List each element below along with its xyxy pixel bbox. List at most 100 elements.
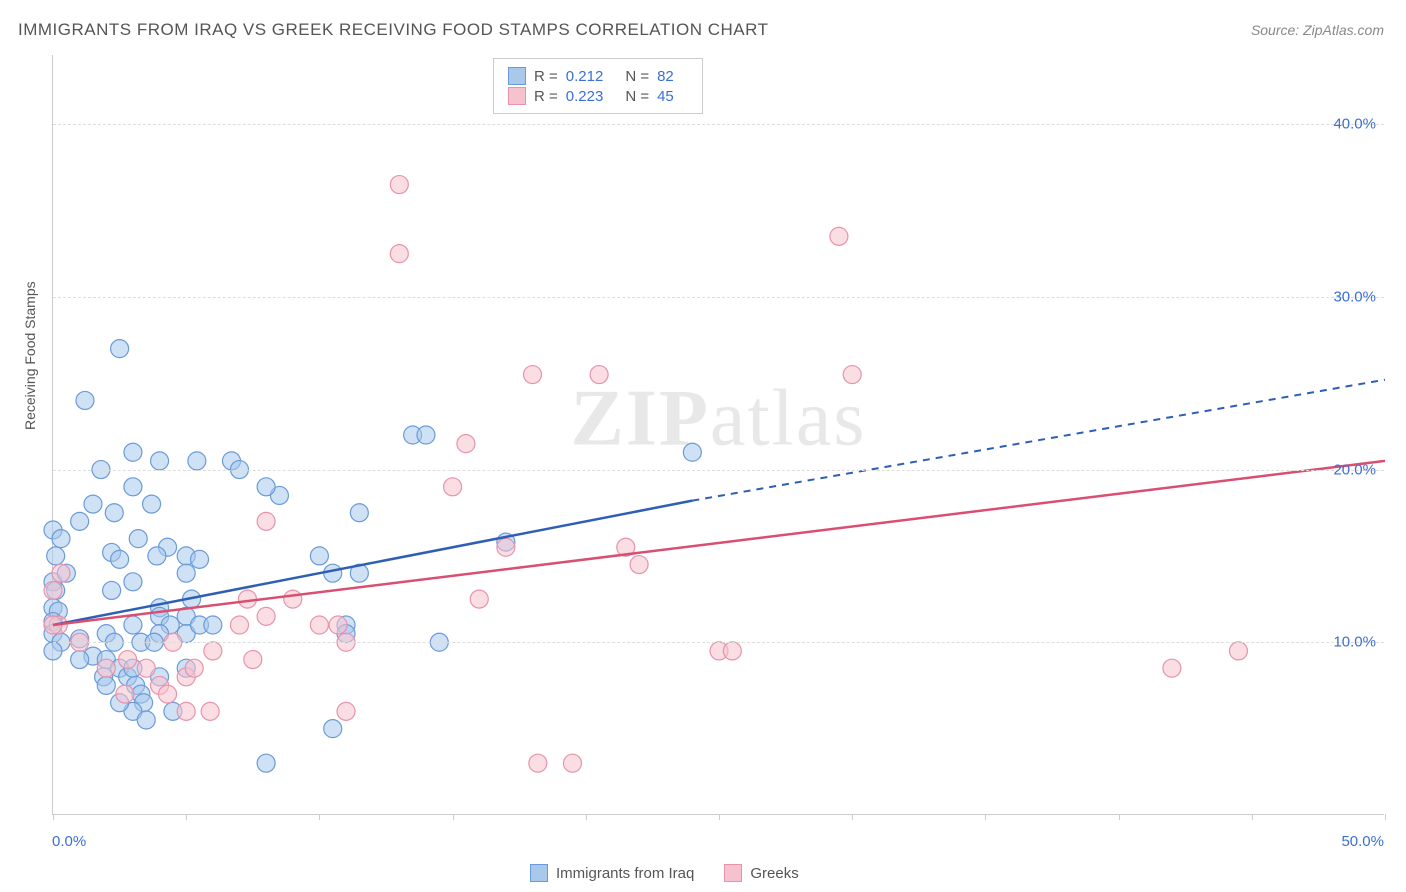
x-tick-label: 50.0% xyxy=(1341,833,1384,850)
scatter-point xyxy=(52,564,70,582)
scatter-point xyxy=(417,426,435,444)
y-axis-label: Receiving Food Stamps xyxy=(22,281,38,430)
scatter-point xyxy=(137,659,155,677)
scatter-point xyxy=(111,340,129,358)
chart-title: IMMIGRANTS FROM IRAQ VS GREEK RECEIVING … xyxy=(18,20,768,40)
scatter-point xyxy=(337,702,355,720)
scatter-point xyxy=(284,590,302,608)
x-tick xyxy=(1119,814,1120,820)
legend-r-label: R = xyxy=(534,68,558,85)
source-attribution: Source: ZipAtlas.com xyxy=(1251,22,1384,38)
chart-svg xyxy=(53,55,1384,814)
y-tick-label: 20.0% xyxy=(1333,461,1376,478)
scatter-point xyxy=(497,538,515,556)
legend-stats-row: R = 0.212 N = 82 xyxy=(508,67,688,85)
scatter-point xyxy=(257,754,275,772)
scatter-point xyxy=(843,366,861,384)
scatter-point xyxy=(1163,659,1181,677)
scatter-point xyxy=(310,547,328,565)
regression-line xyxy=(53,461,1385,625)
scatter-point xyxy=(124,616,142,634)
regression-line-dashed xyxy=(692,380,1385,501)
scatter-point xyxy=(230,616,248,634)
scatter-point xyxy=(188,452,206,470)
y-tick-label: 40.0% xyxy=(1333,116,1376,133)
scatter-point xyxy=(124,478,142,496)
scatter-point xyxy=(124,573,142,591)
scatter-point xyxy=(148,547,166,565)
y-tick-label: 30.0% xyxy=(1333,288,1376,305)
scatter-point xyxy=(103,581,121,599)
x-tick xyxy=(719,814,720,820)
gridline xyxy=(53,297,1384,298)
scatter-point xyxy=(177,702,195,720)
scatter-point xyxy=(124,443,142,461)
regression-line xyxy=(53,501,692,625)
scatter-point xyxy=(97,676,115,694)
scatter-point xyxy=(563,754,581,772)
x-tick xyxy=(453,814,454,820)
x-tick xyxy=(319,814,320,820)
scatter-point xyxy=(457,435,475,453)
scatter-point xyxy=(310,616,328,634)
legend-swatch xyxy=(508,87,526,105)
scatter-point xyxy=(84,495,102,513)
scatter-point xyxy=(191,550,209,568)
scatter-point xyxy=(350,504,368,522)
scatter-point xyxy=(52,530,70,548)
legend-series-item: Immigrants from Iraq xyxy=(530,864,694,882)
legend-r-label: R = xyxy=(534,88,558,105)
scatter-point xyxy=(71,512,89,530)
scatter-point xyxy=(71,651,89,669)
x-tick xyxy=(852,814,853,820)
scatter-point xyxy=(97,659,115,677)
legend-n-value: 82 xyxy=(657,68,674,85)
legend-swatch xyxy=(724,864,742,882)
legend-n-label: N = xyxy=(625,88,649,105)
scatter-point xyxy=(129,530,147,548)
scatter-point xyxy=(329,616,347,634)
legend-series: Immigrants from Iraq Greeks xyxy=(530,864,799,882)
scatter-point xyxy=(76,391,94,409)
x-tick-label: 0.0% xyxy=(52,833,86,850)
scatter-point xyxy=(119,651,137,669)
legend-series-label: Greeks xyxy=(750,865,798,882)
legend-r-value: 0.212 xyxy=(566,68,604,85)
x-tick xyxy=(985,814,986,820)
scatter-point xyxy=(151,452,169,470)
legend-stats-row: R =0.223N =45 xyxy=(508,87,688,105)
y-tick-label: 10.0% xyxy=(1333,634,1376,651)
scatter-point xyxy=(257,478,275,496)
scatter-point xyxy=(201,702,219,720)
legend-n-value: 45 xyxy=(657,88,674,105)
scatter-point xyxy=(324,564,342,582)
x-tick xyxy=(1385,814,1386,820)
legend-n-label: N = xyxy=(625,68,649,85)
scatter-point xyxy=(470,590,488,608)
scatter-point xyxy=(390,176,408,194)
legend-series-item: Greeks xyxy=(724,864,798,882)
gridline xyxy=(53,470,1384,471)
scatter-point xyxy=(111,550,129,568)
scatter-point xyxy=(257,512,275,530)
plot-area: ZIPatlas R =0.212N =82R =0.223N =45 10.0… xyxy=(52,55,1384,815)
scatter-point xyxy=(185,659,203,677)
scatter-point xyxy=(47,547,65,565)
scatter-point xyxy=(444,478,462,496)
scatter-point xyxy=(1229,642,1247,660)
legend-series-label: Immigrants from Iraq xyxy=(556,865,694,882)
scatter-point xyxy=(44,581,62,599)
scatter-point xyxy=(159,685,177,703)
legend-stats: R =0.212N =82R =0.223N =45 xyxy=(493,58,703,114)
scatter-point xyxy=(177,564,195,582)
x-tick xyxy=(1252,814,1253,820)
scatter-point xyxy=(116,685,134,703)
scatter-point xyxy=(137,711,155,729)
scatter-point xyxy=(257,607,275,625)
gridline xyxy=(53,642,1384,643)
scatter-point xyxy=(630,556,648,574)
scatter-point xyxy=(244,651,262,669)
scatter-point xyxy=(524,366,542,384)
scatter-point xyxy=(204,616,222,634)
gridline xyxy=(53,124,1384,125)
